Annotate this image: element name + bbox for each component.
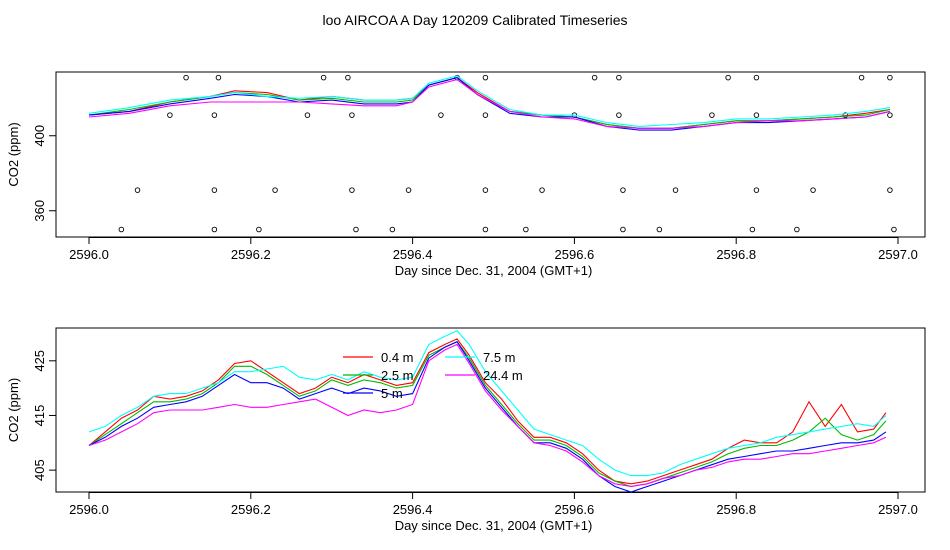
calibration-point (709, 112, 715, 118)
calibration-point (211, 226, 218, 233)
calibration-point (134, 187, 141, 193)
calibration-point (353, 226, 359, 233)
x-tick-label: 2596.0 (69, 502, 109, 517)
calibration-point (482, 112, 489, 118)
series-line (88, 343, 887, 488)
calibration-point (438, 112, 444, 118)
series-line (88, 330, 887, 477)
x-tick-label: 2597.0 (878, 247, 918, 262)
calibration-point (887, 74, 893, 81)
calibration-point (272, 187, 278, 193)
calibration-point (482, 74, 489, 81)
calibration-point (304, 112, 311, 118)
x-tick-label: 2596.8 (716, 247, 756, 262)
calibration-point (753, 74, 760, 81)
calibration-point (523, 226, 529, 233)
calibration-point (891, 226, 897, 233)
plot-frame (55, 71, 926, 238)
y-tick-label: 400 (32, 125, 47, 147)
calibration-point (753, 187, 760, 193)
series-line (88, 78, 891, 129)
calibration-point (858, 74, 865, 81)
x-tick-label: 2596.6 (555, 502, 595, 517)
calibration-point (753, 112, 760, 118)
legend-label: 2.5 m (381, 368, 414, 383)
calibration-point (118, 226, 125, 233)
calibration-point (620, 226, 626, 233)
calibration-point (887, 187, 893, 193)
calibration-point (482, 226, 489, 233)
legend-label: 24.4 m (483, 368, 523, 383)
y-axis-label: CO2 (ppm) (6, 122, 21, 186)
calibration-point (215, 74, 222, 81)
legend: 0.4 m 2.5 m 5 m 7.5 m 24.4 m (343, 350, 523, 401)
calibration-point (211, 187, 218, 193)
calibration-point (887, 112, 893, 118)
calibration-point (320, 74, 327, 81)
legend-label: 0.4 m (381, 350, 414, 365)
series-line (88, 341, 887, 493)
calibration-point (349, 112, 355, 118)
x-tick-label: 2596.0 (69, 247, 109, 262)
calibration-point (616, 112, 622, 118)
series-line (88, 75, 890, 127)
calibration-point (810, 187, 816, 193)
x-tick-label: 2596.4 (393, 502, 433, 517)
calibration-point (405, 187, 412, 193)
calibration-point (749, 226, 756, 233)
y-axis-label: CO2 (ppm) (6, 378, 21, 442)
bottom-panel: 2596.0 2596.2 2596.4 2596.6 2596.8 2597.0 405 4… (6, 327, 926, 533)
calibration-point (539, 187, 545, 193)
legend-label: 7.5 m (483, 350, 516, 365)
calibration-point (591, 74, 598, 81)
figure-title: loo AIRCOA A Day 120209 Calibrated Times… (322, 12, 627, 28)
calibration-point (616, 74, 622, 81)
y-tick-label: 415 (32, 405, 47, 427)
x-tick-label: 2596.4 (393, 247, 433, 262)
series-line (88, 76, 891, 131)
y-tick-label: 425 (32, 350, 47, 372)
calibration-point (794, 226, 800, 233)
top-panel: 2596.0 2596.2 2596.4 2596.6 2596.8 2597.0 360 4… (6, 71, 926, 278)
calibration-point (389, 226, 396, 233)
x-axis-label: Day since Dec. 31, 2004 (GMT+1) (395, 518, 593, 533)
x-tick-label: 2596.6 (555, 247, 595, 262)
calibration-point (345, 74, 351, 81)
calibration-point (725, 74, 731, 81)
x-axis-label: Day since Dec. 31, 2004 (GMT+1) (395, 263, 593, 278)
x-tick-label: 2597.0 (878, 502, 918, 517)
x-tick-label: 2596.2 (231, 247, 271, 262)
y-tick-label: 405 (32, 459, 47, 481)
calibration-point (620, 187, 626, 193)
y-tick-label: 360 (32, 200, 47, 222)
calibration-point (256, 226, 262, 233)
calibration-point (211, 112, 218, 118)
x-tick-label: 2596.8 (716, 502, 756, 517)
legend-label: 5 m (381, 386, 403, 401)
x-tick-label: 2596.2 (231, 502, 271, 517)
calibration-point (349, 187, 355, 193)
calibration-point (167, 112, 173, 118)
calibration-point (482, 187, 489, 193)
calibration-point (656, 226, 663, 233)
series-line (88, 338, 887, 485)
calibration-point (672, 187, 679, 193)
calibration-point (183, 74, 189, 81)
series-line (88, 341, 887, 488)
